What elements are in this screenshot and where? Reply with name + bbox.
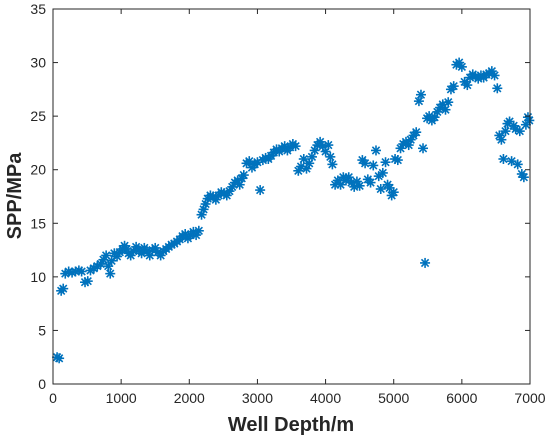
x-tick-label: 3000 <box>242 390 273 406</box>
data-point <box>198 204 209 215</box>
plot-area-background <box>53 9 530 384</box>
data-point <box>58 283 69 294</box>
plot-area-frame <box>52 8 531 385</box>
data-point <box>298 154 309 164</box>
y-tick-label: 30 <box>30 55 46 71</box>
data-point <box>354 180 365 191</box>
data-point <box>360 158 371 169</box>
data-point <box>512 159 523 170</box>
data-point <box>420 257 431 268</box>
data-point <box>368 160 379 171</box>
data-point <box>106 255 117 266</box>
data-point <box>315 136 326 147</box>
data-point <box>510 124 521 134</box>
data-point <box>388 187 399 198</box>
data-point <box>418 143 429 154</box>
x-tick-label: 0 <box>49 390 57 406</box>
data-point <box>238 170 249 181</box>
x-axis-ticks: 0 1000 2000 3000 4000 5000 6000 7000 <box>49 9 546 406</box>
data-point <box>375 184 386 194</box>
data-point <box>443 97 454 108</box>
data-point <box>325 151 336 162</box>
data-point <box>489 70 500 81</box>
data-point <box>462 80 473 91</box>
x-axis-title: Well Depth/m <box>228 414 354 436</box>
data-point <box>103 261 114 272</box>
data-point <box>327 159 338 170</box>
x-tick-label: 5000 <box>378 390 409 406</box>
data-point <box>448 81 459 92</box>
x-tick-label: 1000 <box>106 390 137 406</box>
data-points-layer <box>52 57 535 364</box>
data-point <box>377 167 388 178</box>
data-point <box>193 225 204 236</box>
data-point <box>105 268 116 279</box>
x-tick-label: 4000 <box>310 390 341 406</box>
x-tick-label: 7000 <box>514 390 545 406</box>
data-point <box>54 353 65 364</box>
data-point <box>335 179 346 190</box>
data-point <box>506 156 517 167</box>
y-tick-label: 0 <box>38 376 46 392</box>
data-point <box>500 126 511 137</box>
y-axis-ticks: 0 5 10 15 20 25 30 35 <box>30 1 530 392</box>
data-point <box>290 141 301 152</box>
x-tick-label: 6000 <box>446 390 477 406</box>
y-tick-label: 10 <box>30 269 46 285</box>
y-axis-title: SPP/MPa <box>4 152 26 240</box>
data-point <box>524 115 535 126</box>
y-tick-label: 25 <box>30 108 46 124</box>
data-point <box>518 172 529 183</box>
data-point <box>492 83 503 94</box>
y-tick-label: 20 <box>30 162 46 178</box>
data-point <box>440 104 451 115</box>
data-point <box>514 126 525 137</box>
data-point <box>411 127 422 138</box>
data-point <box>365 177 376 188</box>
y-tick-label: 5 <box>38 322 46 338</box>
data-point <box>392 155 403 166</box>
data-point <box>498 154 509 164</box>
data-point <box>76 266 87 277</box>
y-tick-label: 15 <box>30 215 46 231</box>
data-point <box>496 134 507 145</box>
data-point <box>323 140 334 151</box>
data-point <box>380 157 391 168</box>
data-point <box>255 185 266 196</box>
data-point <box>63 266 74 277</box>
y-tick-label: 35 <box>30 1 46 17</box>
x-tick-label: 2000 <box>174 390 205 406</box>
data-point <box>456 61 467 72</box>
data-point <box>82 276 93 287</box>
data-point <box>415 89 426 100</box>
data-point <box>370 145 381 156</box>
